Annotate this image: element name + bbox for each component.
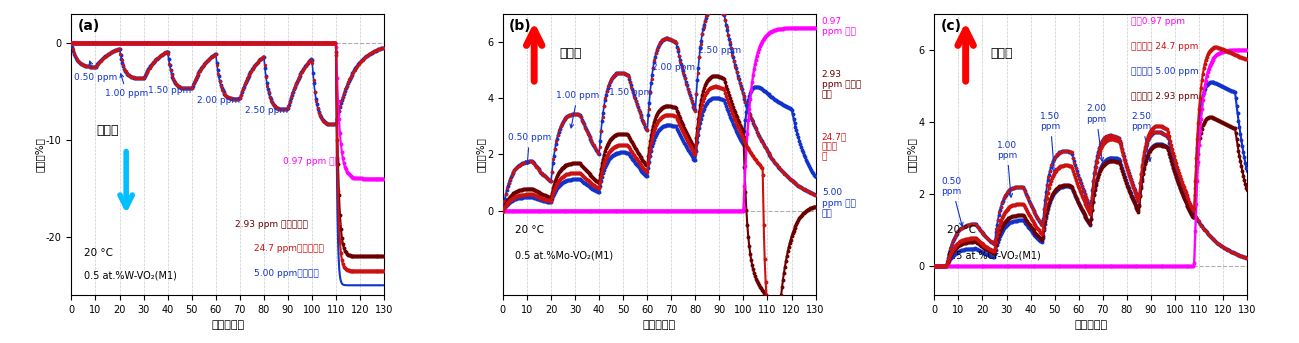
Text: 2.93
ppm 一酸化
窒素: 2.93 ppm 一酸化 窒素 xyxy=(822,70,861,100)
Text: 24.7ア
ンモニ
ア: 24.7ア ンモニ ア xyxy=(822,132,847,162)
Text: (a): (a) xyxy=(78,19,100,33)
Text: アンモニ 24.7 ppm: アンモニ 24.7 ppm xyxy=(1131,42,1199,51)
Text: 24.7 ppmアンモニア: 24.7 ppmアンモニア xyxy=(255,244,325,253)
Text: 0.97 ppm 水素: 0.97 ppm 水素 xyxy=(283,157,340,166)
Text: 1.50 ppm: 1.50 ppm xyxy=(609,88,652,97)
Text: 0.50 ppm: 0.50 ppm xyxy=(508,133,551,164)
Text: 20 °C: 20 °C xyxy=(947,225,976,235)
Text: 2.00 ppm: 2.00 ppm xyxy=(652,63,695,72)
Text: 5.00
ppm 确化
水素: 5.00 ppm 确化 水素 xyxy=(822,188,856,218)
Text: 0.5 at.%W-VO₂(M1): 0.5 at.%W-VO₂(M1) xyxy=(84,270,177,280)
Text: 1.00
ppm: 1.00 ppm xyxy=(996,141,1017,197)
Text: 2.00 ppm: 2.00 ppm xyxy=(196,96,239,105)
Text: 0.50 ppm: 0.50 ppm xyxy=(74,61,117,82)
Text: 上向き: 上向き xyxy=(559,47,582,60)
Text: 2.50 ppm: 2.50 ppm xyxy=(698,46,740,55)
Text: (c): (c) xyxy=(940,19,961,33)
Text: 下向き: 下向き xyxy=(96,125,120,138)
Text: 20 °C: 20 °C xyxy=(84,248,113,258)
Y-axis label: 応答（%）: 応答（%） xyxy=(35,137,44,172)
Text: 0.5 at.%Cr-VO₂(M1): 0.5 at.%Cr-VO₂(M1) xyxy=(947,250,1040,260)
Text: 上向き: 上向き xyxy=(991,47,1013,60)
Text: (b): (b) xyxy=(509,19,531,33)
Y-axis label: 応答（%）: 応答（%） xyxy=(907,137,917,172)
Text: 2.93 ppm 一酸化窒素: 2.93 ppm 一酸化窒素 xyxy=(235,220,308,229)
Y-axis label: 応答（%）: 応答（%） xyxy=(475,137,486,172)
X-axis label: 時間（分）: 時間（分） xyxy=(643,320,675,330)
Text: 1.50 ppm: 1.50 ppm xyxy=(148,86,192,95)
Text: 0.50
ppm: 0.50 ppm xyxy=(942,177,963,226)
Text: 0.5 at.%Mo-VO₂(M1): 0.5 at.%Mo-VO₂(M1) xyxy=(516,250,613,260)
Text: 5.00 ppm确化水素: 5.00 ppm确化水素 xyxy=(255,269,320,277)
Text: 2.50 ppm: 2.50 ppm xyxy=(244,106,288,115)
Text: 2.00
ppm: 2.00 ppm xyxy=(1086,105,1107,161)
Text: 一酸化窒 2.93 ppm: 一酸化窒 2.93 ppm xyxy=(1131,93,1199,102)
Text: 20 °C: 20 °C xyxy=(516,225,544,235)
Text: 1.00 ppm: 1.00 ppm xyxy=(556,91,599,128)
Text: 确化水素 5.00 ppm: 确化水素 5.00 ppm xyxy=(1131,67,1199,76)
X-axis label: 時間（分）: 時間（分） xyxy=(1074,320,1107,330)
Text: 2.50
ppm: 2.50 ppm xyxy=(1131,112,1152,161)
Text: 0.97
ppm 水素: 0.97 ppm 水素 xyxy=(822,16,856,36)
Text: 1.50
ppm: 1.50 ppm xyxy=(1040,112,1060,172)
X-axis label: 時間（分）: 時間（分） xyxy=(212,320,244,330)
Text: 1.00 ppm: 1.00 ppm xyxy=(105,74,148,98)
Text: 水素0.97 ppm: 水素0.97 ppm xyxy=(1131,16,1186,25)
